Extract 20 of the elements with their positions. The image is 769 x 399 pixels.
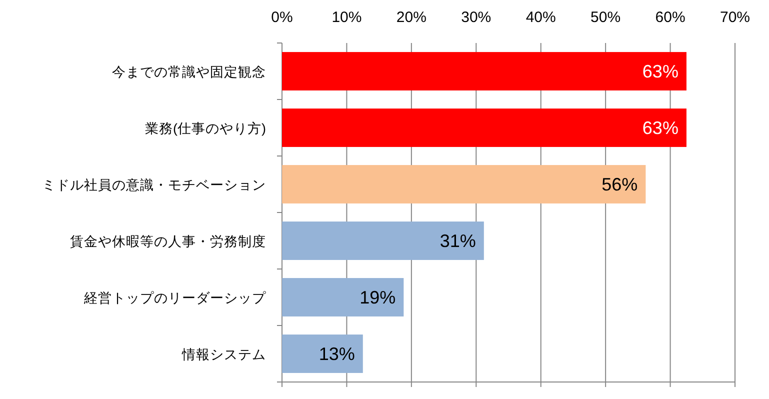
y-tick-label: 情報システム	[181, 346, 266, 362]
x-tick-label: 20%	[396, 9, 426, 26]
data-label: 63%	[642, 61, 678, 82]
x-tick-label: 40%	[526, 9, 556, 26]
data-label: 63%	[642, 118, 678, 138]
x-tick-label: 60%	[655, 9, 686, 26]
data-label: 56%	[602, 174, 638, 194]
y-tick-label: 賃金や休暇等の人事・労務制度	[70, 234, 266, 249]
x-tick-label: 10%	[332, 9, 362, 26]
y-tick-label: 今までの常識や固定観念	[112, 64, 266, 80]
data-label: 13%	[318, 344, 355, 364]
data-label: 31%	[440, 230, 476, 251]
x-tick-label: 70%	[720, 9, 750, 26]
y-tick-label: 業務(仕事のやり方)	[145, 120, 266, 136]
y-tick-label: ミドル社員の意識・モチベーション	[42, 177, 266, 192]
data-label: 19%	[360, 287, 396, 308]
y-tick-label: 経営トップのリーダーシップ	[83, 290, 267, 306]
x-tick-label: 0%	[271, 9, 293, 26]
x-tick-label: 30%	[461, 9, 492, 26]
x-tick-label: 50%	[590, 9, 621, 26]
